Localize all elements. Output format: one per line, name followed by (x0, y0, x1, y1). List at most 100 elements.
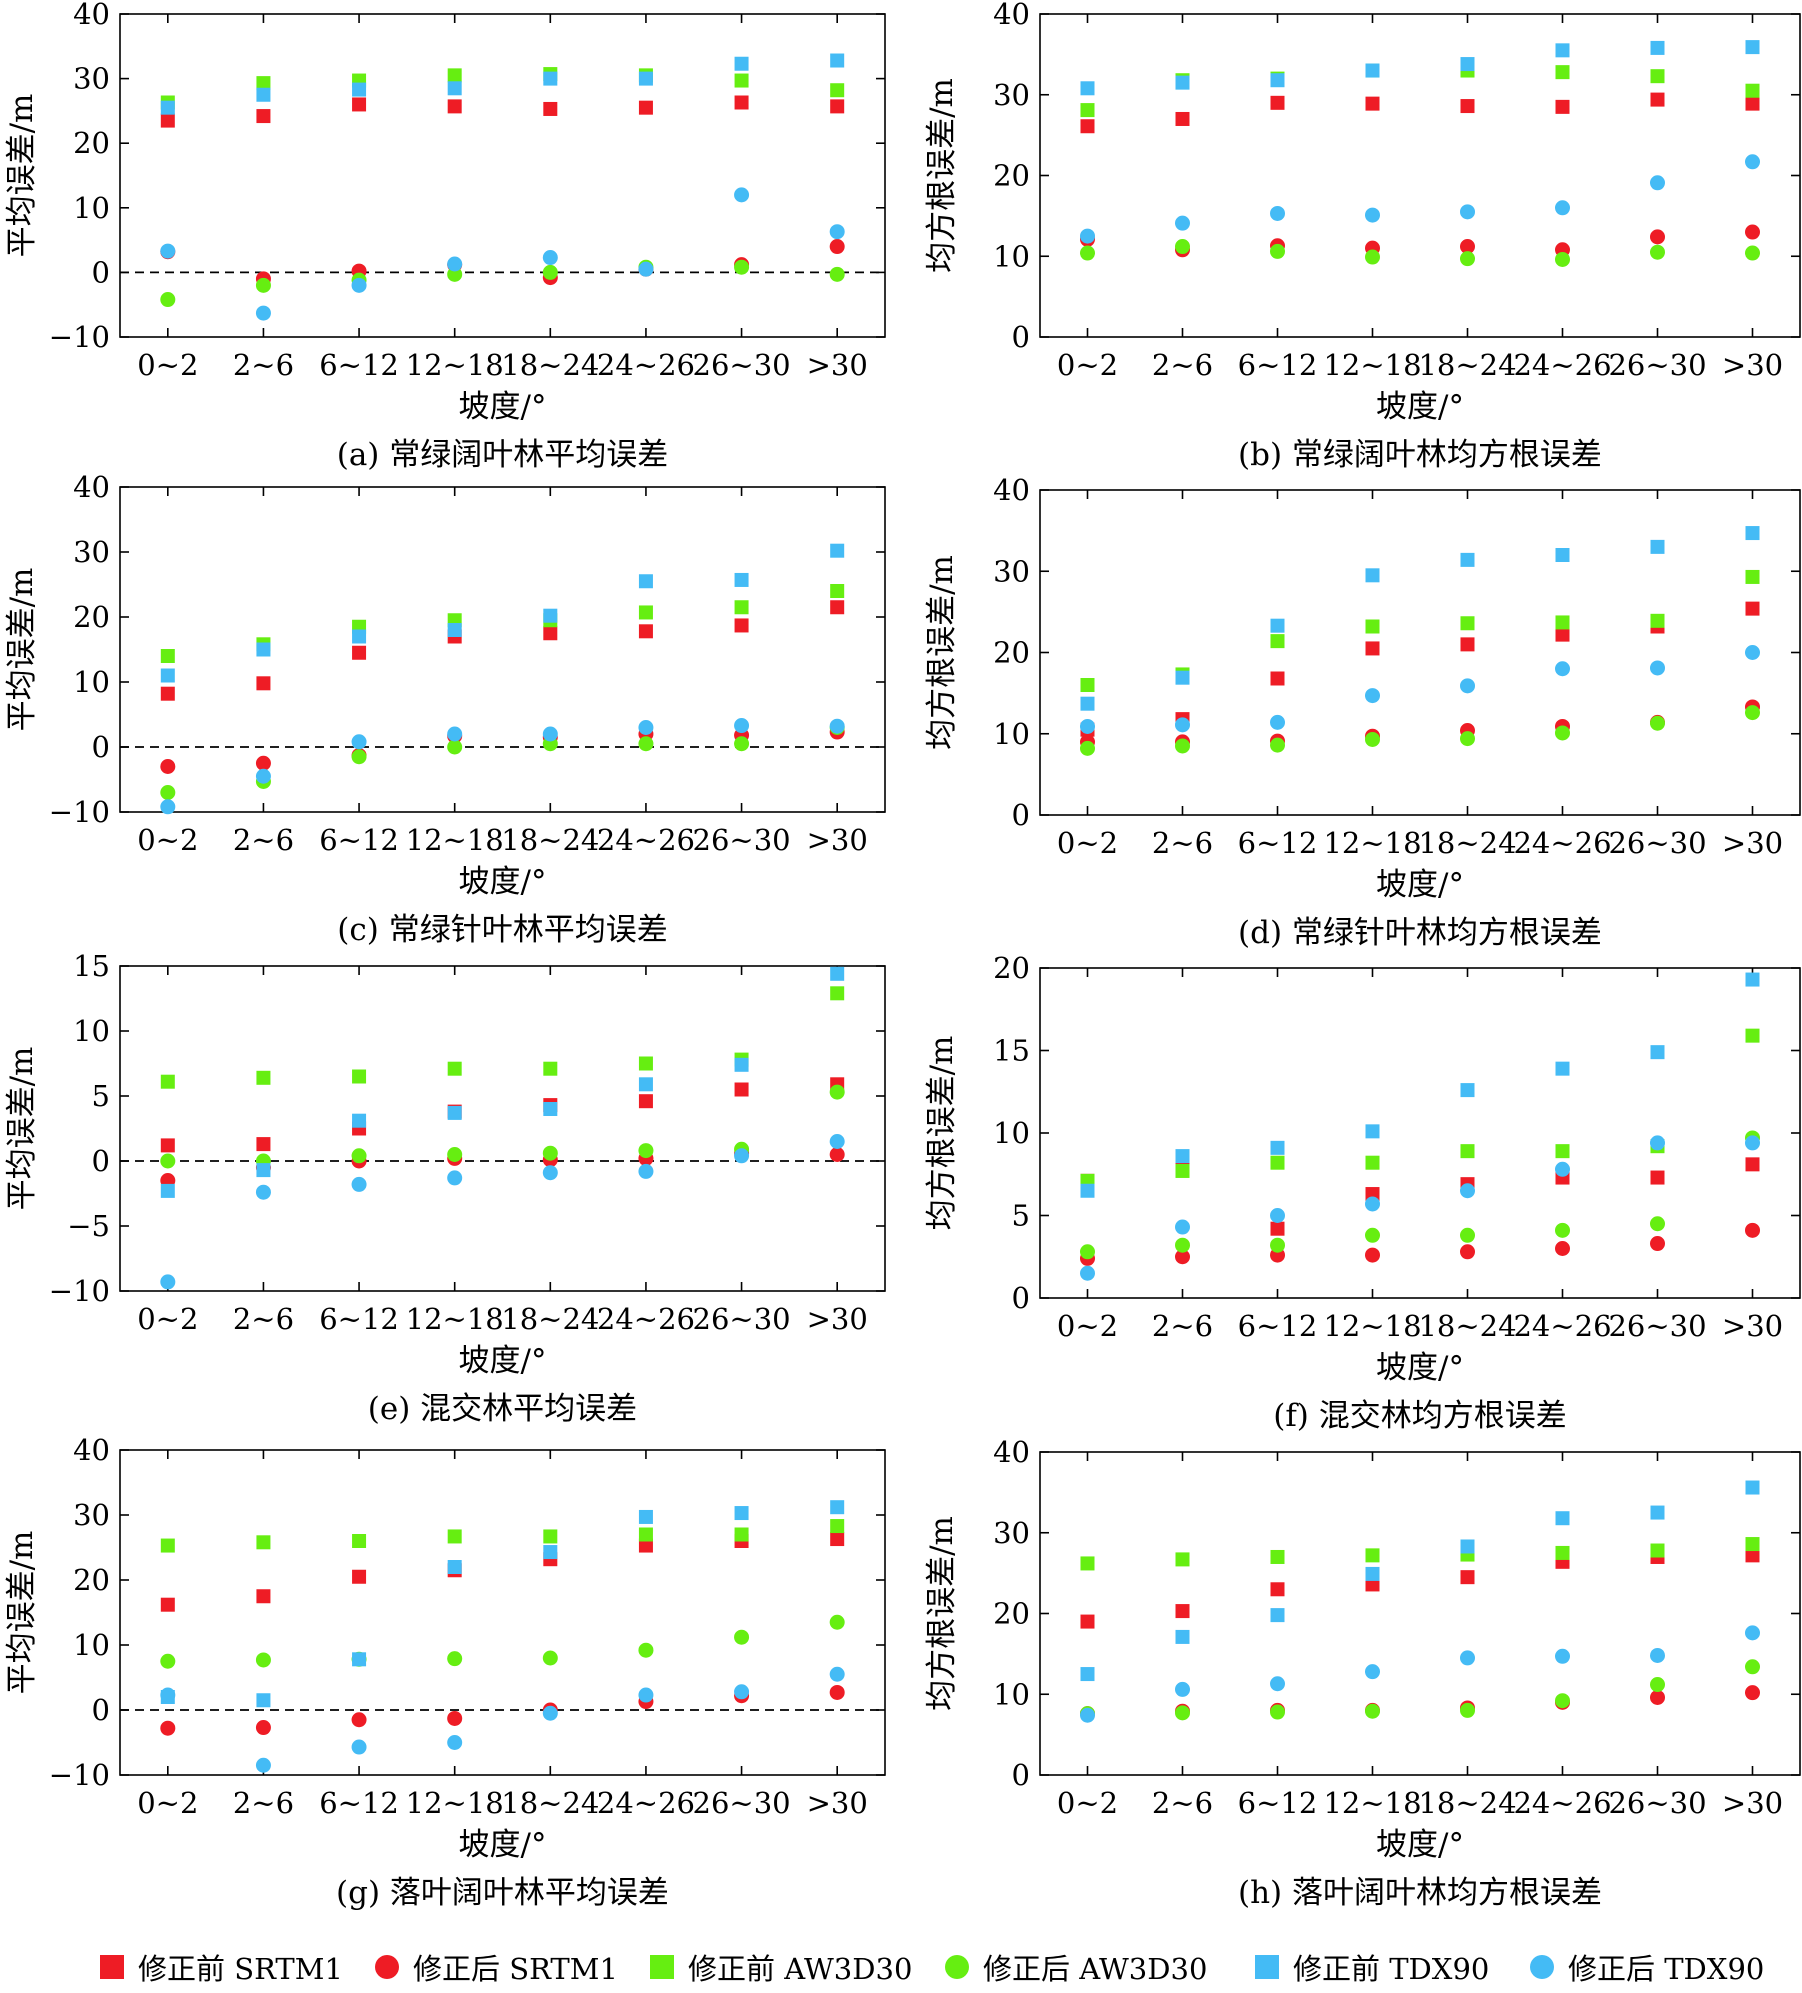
panel-b-point-srtm-after-6 (1650, 229, 1665, 245)
panel-c-xtick-label-6: 26~30 (693, 823, 791, 857)
panel-c-point-srtm-before-1 (256, 676, 271, 691)
panel-e-point-aw3d-after-3 (447, 1147, 463, 1162)
panel-f-point-srtm-after-6 (1650, 1236, 1665, 1252)
panel-a-point-aw3d-after-6 (734, 259, 750, 275)
panel-a-point-aw3d-after-1 (255, 277, 271, 293)
panel-f-point-srtm-before-6 (1650, 1170, 1665, 1185)
panel-c-xtick-label-5: 24~26 (597, 823, 695, 857)
panel-b-point-tdx-after-4 (1460, 204, 1475, 220)
panel-e-point-srtm-before-0 (160, 1138, 175, 1153)
panel-a-xtick-label-5: 24~26 (597, 348, 695, 382)
panel-d-point-aw3d-after-7 (1745, 705, 1760, 721)
panel-c-xtick-label-1: 2~6 (233, 823, 294, 857)
panel-f-plot-frame (1039, 967, 1801, 1299)
legend-item-tdx-before: 修正前 TDX90 (1255, 1945, 1489, 1989)
panel-e-point-tdx-after-2 (351, 1176, 367, 1192)
panel-e-ylabel: 平均误差/m (4, 1047, 40, 1211)
legend-marker-aw3d-before (650, 1955, 674, 1979)
panel-h-point-tdx-before-6 (1650, 1505, 1665, 1520)
panel-g-xtick-label-2: 6~12 (319, 1786, 399, 1820)
panel-h-point-aw3d-after-5 (1555, 1693, 1570, 1709)
panel-f-xtick-label-7: >30 (1722, 1309, 1783, 1343)
panel-f-xtick-label-2: 6~12 (1238, 1309, 1318, 1343)
panel-c-point-tdx-before-2 (352, 629, 367, 644)
panel-b-point-tdx-before-5 (1555, 43, 1570, 58)
panel-d-xlabel: 坡度/° (1376, 867, 1464, 903)
panel-f-xtick-label-6: 26~30 (1608, 1309, 1706, 1343)
panel-e-point-tdx-before-3 (447, 1105, 462, 1120)
panel-d-xtick-label-1: 2~6 (1152, 826, 1213, 860)
panel-a-ylabel: 平均误差/m (4, 94, 40, 258)
panel-b-caption: (b) 常绿阔叶林均方根误差 (1238, 437, 1602, 473)
panel-b-point-tdx-after-1 (1175, 215, 1190, 231)
panel-f-point-tdx-after-6 (1650, 1135, 1665, 1151)
panel-a-point-tdx-before-5 (638, 71, 653, 86)
panel-c-point-tdx-before-5 (638, 574, 653, 589)
panel-a-point-tdx-before-7 (830, 53, 845, 68)
panel-e-point-tdx-before-5 (638, 1077, 653, 1092)
panel-g-point-tdx-before-1 (256, 1693, 271, 1708)
panel-f-point-tdx-after-2 (1270, 1208, 1285, 1223)
panel-b-point-tdx-after-3 (1365, 207, 1380, 223)
panel-h-point-tdx-before-2 (1270, 1608, 1285, 1623)
panel-a-point-srtm-before-6 (734, 95, 749, 110)
panel-g-point-srtm-before-7 (830, 1532, 845, 1547)
panel-f-point-tdx-before-2 (1270, 1140, 1285, 1155)
panel-d-point-aw3d-before-4 (1460, 616, 1475, 631)
panel-h-point-tdx-after-7 (1745, 1625, 1760, 1641)
panel-c-caption: (c) 常绿针叶林平均误差 (337, 912, 667, 948)
panel-b-xtick-label-6: 26~30 (1608, 348, 1706, 382)
panel-h-point-tdx-after-4 (1460, 1650, 1475, 1666)
panel-c-point-aw3d-after-2 (351, 749, 367, 765)
panel-h-point-aw3d-before-5 (1555, 1545, 1570, 1560)
panel-a-xtick-label-7: >30 (807, 348, 868, 382)
legend-item-aw3d-after: 修正后 AW3D30 (945, 1945, 1207, 1989)
panel-d-xtick-label-0: 0~2 (1057, 826, 1118, 860)
panel-g-point-tdx-after-6 (734, 1684, 750, 1700)
panel-g-point-srtm-before-0 (160, 1597, 175, 1612)
panel-h-xtick-label-0: 0~2 (1057, 1786, 1118, 1820)
panel-e-point-aw3d-after-2 (351, 1148, 367, 1164)
panel-c-ytick-label-0: −10 (49, 795, 110, 829)
panel-b-point-aw3d-after-3 (1365, 249, 1380, 265)
panel-e-xtick-label-1: 2~6 (233, 1302, 294, 1336)
panel-h-ytick-label-2: 20 (993, 1597, 1030, 1631)
panel-d-point-tdx-after-1 (1175, 717, 1190, 733)
panel-a-ytick-label-3: 20 (73, 126, 110, 160)
panel-b-point-tdx-after-6 (1650, 175, 1665, 191)
legend-label-aw3d-before: 修正前 AW3D30 (688, 1952, 913, 1986)
panel-c-ytick-label-5: 40 (73, 470, 110, 504)
panel-b-point-aw3d-after-5 (1555, 251, 1570, 267)
panel-c-ytick-label-3: 20 (73, 600, 110, 634)
panel-a-point-tdx-after-6 (734, 187, 750, 203)
panel-h-point-aw3d-before-1 (1175, 1552, 1190, 1567)
panel-d-point-tdx-after-2 (1270, 714, 1285, 730)
panel-d-ylabel: 均方根误差/m (924, 555, 960, 750)
panel-a-xtick-label-6: 26~30 (693, 348, 791, 382)
panel-g-ytick-label-2: 10 (73, 1628, 110, 1662)
panel-g-point-tdx-before-3 (447, 1560, 462, 1574)
panel-g-caption: (g) 落叶阔叶林平均误差 (336, 1875, 669, 1911)
panel-h-point-aw3d-after-6 (1650, 1677, 1665, 1693)
panel-g-point-aw3d-before-0 (160, 1538, 175, 1553)
panel-b-point-srtm-after-7 (1745, 224, 1760, 240)
panel-e-point-aw3d-before-0 (160, 1074, 175, 1089)
panel-h-ytick-label-4: 40 (993, 1435, 1030, 1469)
panel-d-xtick-label-7: >30 (1722, 826, 1783, 860)
panel-e-plot-frame (119, 965, 886, 1292)
panel-e-point-tdx-after-5 (638, 1163, 654, 1179)
panel-g-xtick-label-4: 18~24 (501, 1786, 599, 1820)
panel-e-point-aw3d-after-4 (542, 1145, 558, 1161)
panel-h-point-aw3d-after-4 (1460, 1702, 1475, 1718)
panel-c-ytick-label-2: 10 (73, 665, 110, 699)
panel-h-point-srtm-after-7 (1745, 1685, 1760, 1701)
panel-b-ytick-label-3: 30 (993, 78, 1030, 112)
panel-b-point-srtm-before-5 (1555, 99, 1570, 114)
panel-b-point-tdx-before-4 (1460, 57, 1475, 72)
panel-c-point-aw3d-after-5 (638, 736, 654, 752)
panel-c-xtick-label-4: 18~24 (501, 823, 599, 857)
panel-c-ytick-label-1: 0 (92, 730, 110, 764)
panel-e-point-aw3d-before-5 (638, 1056, 653, 1071)
panel-f-point-aw3d-after-4 (1460, 1227, 1475, 1243)
legend-item-srtm-after: 修正后 SRTM1 (375, 1945, 618, 1989)
